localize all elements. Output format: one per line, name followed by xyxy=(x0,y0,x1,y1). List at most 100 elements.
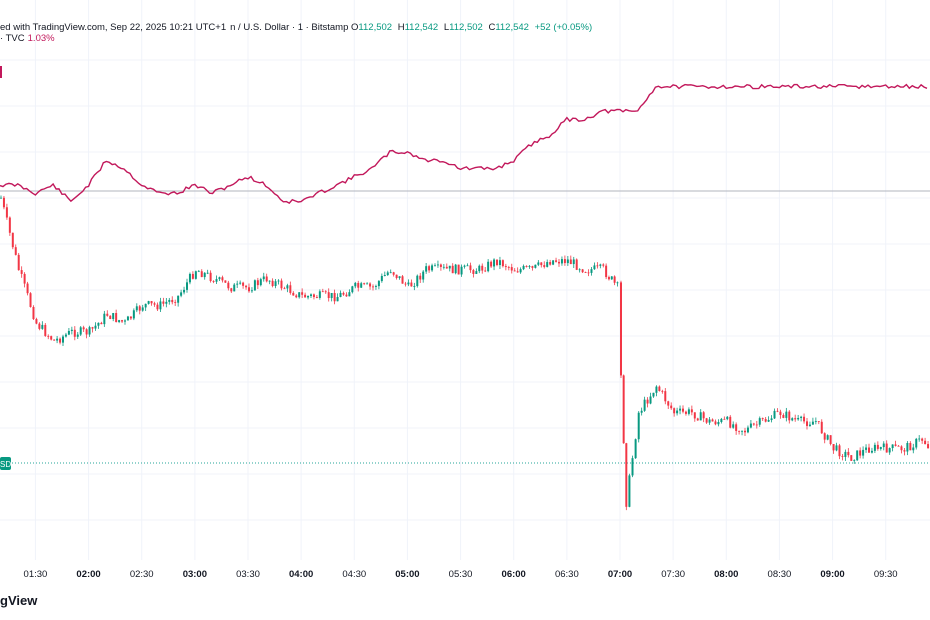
candle xyxy=(268,280,271,282)
candle xyxy=(676,410,679,414)
candle xyxy=(253,280,256,291)
candle xyxy=(803,416,806,422)
candle xyxy=(115,313,118,322)
candle xyxy=(696,418,699,421)
candle xyxy=(413,286,416,287)
candle xyxy=(333,292,336,302)
candle xyxy=(658,386,661,391)
candle xyxy=(242,282,245,286)
candle xyxy=(853,460,856,462)
candle xyxy=(454,264,457,274)
candle xyxy=(466,265,469,267)
candle xyxy=(510,267,513,271)
candle xyxy=(425,266,428,272)
candle xyxy=(374,286,377,287)
candle xyxy=(239,282,242,284)
candle xyxy=(909,442,912,451)
candle xyxy=(463,265,466,267)
candle xyxy=(271,280,274,287)
candle xyxy=(177,295,180,303)
candle xyxy=(318,291,321,298)
candle xyxy=(900,446,903,451)
high-key: H xyxy=(397,22,405,33)
candle xyxy=(44,324,47,336)
candle xyxy=(921,438,924,441)
candle xyxy=(490,261,493,267)
candle xyxy=(705,418,708,423)
candle xyxy=(395,274,398,279)
candle xyxy=(35,319,38,324)
candle xyxy=(664,391,667,402)
candle xyxy=(835,445,838,451)
candle xyxy=(304,294,307,298)
candle xyxy=(298,292,301,298)
candle xyxy=(380,275,383,282)
candle xyxy=(197,271,200,273)
candle xyxy=(348,292,351,297)
candle xyxy=(76,334,79,337)
candle xyxy=(620,282,622,376)
candle xyxy=(903,450,906,452)
candle xyxy=(755,424,758,426)
x-tick-label: 07:30 xyxy=(661,569,685,580)
candle xyxy=(156,304,159,310)
candle xyxy=(215,279,218,282)
candle xyxy=(773,410,776,419)
candle xyxy=(566,259,569,264)
candle xyxy=(820,421,823,434)
header-line-3: · TVC 1.03% xyxy=(0,33,55,44)
candle xyxy=(186,282,188,290)
candle xyxy=(596,265,599,267)
candle xyxy=(330,292,333,299)
candle xyxy=(70,329,73,331)
candle xyxy=(248,287,250,292)
candle xyxy=(20,270,23,274)
candle xyxy=(112,313,115,320)
candle xyxy=(17,254,20,271)
candle xyxy=(416,275,419,287)
candle xyxy=(357,282,360,288)
candle xyxy=(283,288,286,290)
candle xyxy=(516,271,519,273)
candle xyxy=(746,427,749,433)
candle xyxy=(428,266,431,271)
candle xyxy=(442,266,445,268)
candle xyxy=(339,292,342,298)
open-key: O xyxy=(351,22,359,33)
candle xyxy=(519,269,522,273)
low-key: L xyxy=(443,22,450,33)
candle xyxy=(844,451,847,457)
candle xyxy=(859,450,862,456)
x-tick-label: 03:30 xyxy=(236,569,260,580)
candle xyxy=(770,418,773,421)
candle xyxy=(206,272,209,274)
candle xyxy=(634,439,637,459)
candle xyxy=(549,262,552,265)
candle xyxy=(64,334,67,337)
candle xyxy=(708,419,711,423)
candle xyxy=(132,310,135,319)
candle xyxy=(841,456,844,457)
candle xyxy=(587,272,590,274)
candle xyxy=(794,418,797,420)
candle xyxy=(159,301,162,310)
candle xyxy=(5,207,8,218)
candle xyxy=(312,294,315,298)
candle xyxy=(209,272,212,282)
candle xyxy=(23,273,26,284)
candle xyxy=(457,264,460,275)
x-tick-label: 03:00 xyxy=(183,569,207,580)
candle xyxy=(478,265,481,272)
candle xyxy=(643,399,646,411)
candle xyxy=(690,409,693,413)
candle xyxy=(138,306,141,311)
candle xyxy=(100,322,103,325)
candle xyxy=(537,262,540,265)
x-tick-label: 02:30 xyxy=(130,569,154,580)
candle xyxy=(73,329,76,337)
candle xyxy=(525,265,528,267)
candle xyxy=(469,265,472,271)
candle xyxy=(590,269,593,273)
candle xyxy=(431,265,434,271)
